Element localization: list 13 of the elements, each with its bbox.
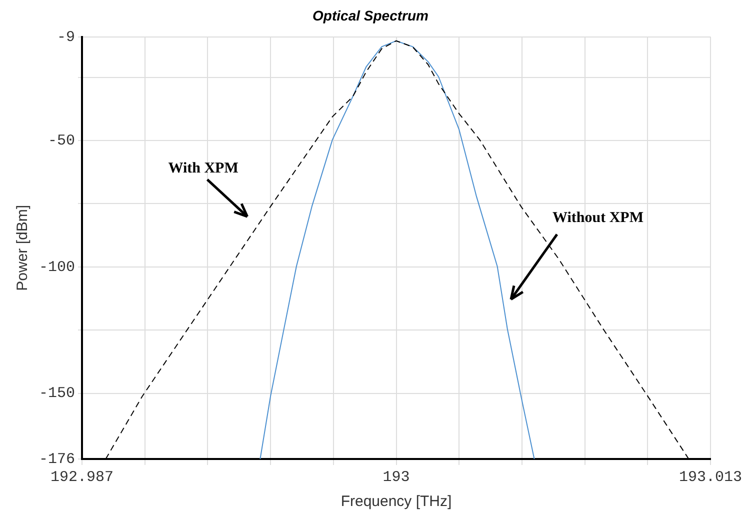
x-tick-label: 193.013 <box>678 468 742 486</box>
x-tick-label: 192.987 <box>50 468 114 486</box>
y-tick-label: -50 <box>48 132 76 150</box>
x-tick-label: 193 <box>382 468 410 486</box>
y-tick-label: -150 <box>38 385 76 402</box>
y-axis-title: Power [dBm] <box>14 204 32 291</box>
annotation: With XPM <box>168 160 238 176</box>
y-tick-label: -9 <box>56 28 76 46</box>
annotation: Without XPM <box>552 210 644 226</box>
x-axis-title: Frequency [THz] <box>340 493 452 510</box>
y-tick-label: -176 <box>38 450 76 468</box>
y-tick-label: -100 <box>38 258 76 276</box>
chart-title: Optical Spectrum <box>312 7 428 24</box>
